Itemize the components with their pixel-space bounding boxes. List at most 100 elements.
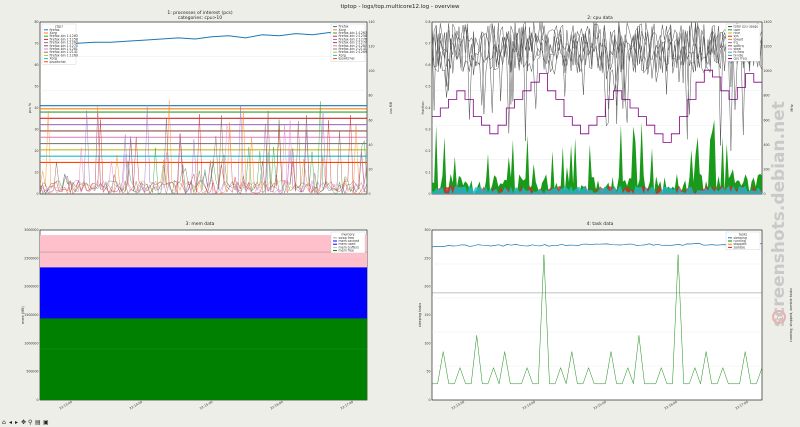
p1-right-legend-label: firefox [339, 25, 349, 29]
p2-left-ytick-label: 0.6 [425, 63, 430, 67]
p2-right-ytick-label: 600 [764, 118, 770, 122]
p4-xtick-label: 22:15:00 [593, 400, 607, 411]
p1-spike-series [39, 101, 368, 195]
p1-left-legend-label: ipswitcher [50, 60, 67, 64]
p3-xtick-label: 22:15:00 [199, 400, 213, 411]
window-title: tiptop - logs/top.multicore12.log - over… [340, 4, 460, 10]
panel-processes: 1: processes of interest (pcs) categorie… [0, 0, 400, 210]
p2-left-ytick-label: 0.3 [425, 128, 430, 132]
p2-total-usage [431, 22, 763, 140]
p1-left-legend-label: firefox-bin 1:1270 [50, 44, 78, 48]
p1-left-legend-label: firefox [50, 28, 60, 32]
p1-left-ytick-label: 0 [36, 192, 38, 196]
p4-xtick-label: 22:14:00 [522, 400, 536, 411]
panel-1-subtitle: categories: cpu>10 [177, 16, 223, 21]
p3-left-ytick-label: 2500000 [24, 256, 38, 260]
p1-top-series [44, 31, 364, 45]
p2-left-ytick-label: 0.7 [425, 42, 430, 46]
p2-ylabel-right: MHz [790, 104, 794, 111]
p4-left-ytick-label: 200 [424, 285, 430, 289]
p1-left-legend-label: firefox-bin 1:1258 [50, 37, 78, 41]
p2-legend-label: irq [734, 41, 738, 45]
p2-left-ytick-label: 0.1 [425, 171, 430, 175]
watermark: screenshots.debian.net [769, 92, 790, 342]
watermark-text: screenshots.debian.net [769, 101, 789, 327]
p1-right-legend-label: firefox-bin 2:1269 [339, 50, 367, 54]
back-icon[interactable]: ◂ [9, 419, 13, 426]
p2-legend-label: iowait [734, 37, 744, 41]
home-icon[interactable]: ⌂ [2, 419, 6, 426]
save-icon[interactable]: ▣ [43, 419, 49, 426]
cpu-chart[interactable]: 0 0.1 0.2 0.3 0.4 0.5 0.6 0.7 0.8 0 200 400 600 800 10… [400, 0, 800, 210]
forward-icon[interactable]: ▸ [15, 419, 19, 426]
p3-xtick-label: 22:17:00 [340, 400, 354, 411]
p2-left-ytick-label: 0.4 [425, 106, 430, 110]
p1-left-ytick-label: 80 [34, 20, 38, 24]
zoom-icon[interactable]: ⚲ [28, 419, 33, 426]
p1-right-ytick-label: 40 [369, 143, 373, 147]
p2-legend-label: nice [734, 31, 741, 35]
panel-cpu: 2: cpu data 0 0.1 0.2 0.3 0.4 0.5 0.6 0.7 0.8 0 20… [400, 0, 800, 210]
p1-right-ytick-label: 140 [369, 20, 375, 24]
mem-chart[interactable]: 0 500000 1000000 1500000 2000000 2500000 30000… [0, 210, 400, 418]
p2-right-ytick-label: 1400 [764, 20, 772, 24]
p4-xtick-label: 22:17:00 [734, 400, 748, 411]
p3-left-ytick-label: 2000000 [24, 285, 38, 289]
plot-area [39, 21, 368, 195]
p2-left-ytick-label: 0.5 [425, 85, 430, 89]
p1-right-ytick-label: 60 [369, 118, 373, 122]
p2-total-usage [431, 22, 763, 136]
p1-spike-series [39, 105, 368, 195]
p2-legend-label: hi-idle [734, 53, 744, 57]
panel-mem: 3: mem data 0 500000 1000000 1500000 2000000… [0, 210, 400, 418]
p2-cpu-freq [432, 69, 762, 143]
p4-legend-label: sleeping [734, 236, 747, 240]
p4-sleeping-line [431, 242, 763, 248]
p4-legend-label: stopped [734, 242, 747, 246]
p1-left-ytick-label: 70 [34, 42, 38, 46]
p1-left-legend-label: Xorg [50, 57, 57, 61]
p1-left-ytick-label: 50 [34, 85, 38, 89]
p1-right-legend-label: firefox-bin 2:1276 [339, 37, 367, 41]
processes-chart[interactable]: 0 10 20 30 40 50 60 70 80 0 20 40 60 80 100 120 140 pcs %… [0, 0, 400, 210]
p2-left-ytick-label: 0.8 [425, 20, 430, 24]
p1-right-legend-label: ipswitcher [339, 57, 356, 61]
p3-legend-label: mem buffers [339, 245, 360, 249]
panel-3-title: 3: mem data [185, 222, 215, 227]
p3-left-ytick-label: 3000000 [24, 228, 38, 232]
p1-right-legend-label: firefox-bin 2:1270 [339, 41, 367, 45]
p4-legend-title: tasks [739, 232, 748, 236]
p4-running-line [432, 254, 763, 385]
p4-left-ytick-label: 250 [424, 256, 430, 260]
p3-legend-label: mem free [339, 249, 355, 253]
p1-ylabel-left: pcs % [28, 102, 32, 113]
p2-legend-label: sys [734, 34, 740, 38]
p1-left-ytick-label: 40 [34, 106, 38, 110]
tasks-chart[interactable]: 0 50 100 150 200 250 300 sleeping tasks running,… [400, 210, 800, 418]
p1-left-legend-box [41, 23, 77, 65]
p1-ylabel-right: vss MB [389, 101, 393, 114]
p3-legend-label: swap free [339, 236, 355, 240]
p3-legend-box [330, 231, 366, 254]
p4-left-ytick-label: 150 [424, 313, 430, 317]
pan-icon[interactable]: ✥ [21, 419, 27, 426]
panel-4-title: 4: task data [586, 222, 614, 227]
p4-left-ytick-label: 50 [426, 370, 430, 374]
p2-right-ytick-label: 1200 [764, 45, 772, 49]
p3-xtick-label: 22:16:00 [269, 400, 283, 411]
p4-legend-label: zombie [734, 245, 746, 249]
p1-left-legend-label: firefox-bin 1:1281 [50, 47, 78, 51]
p4-xtick-label: 22:16:00 [664, 400, 678, 411]
p3-legend-title: memory [341, 232, 354, 236]
p1-left-legend-label: Xorg [50, 31, 57, 35]
p1-left-legend-label: firefox-bin 1:1263 [50, 34, 78, 38]
navigation-toolbar: ⌂ ◂ ▸ ✥ ⚲ ▤ ▣ [0, 418, 800, 427]
p1-left-legend-label: firefox-bin 1:2141 [50, 50, 78, 54]
p4-left-ytick-label: 100 [424, 341, 430, 345]
panel-tasks: 4: task data 0 50 100 150 200 250 300 sleeping … [400, 210, 800, 418]
configure-icon[interactable]: ▤ [35, 419, 41, 426]
p4-ylabel-right: running, stopped, zombie tasks [789, 288, 793, 342]
p1-left-ytick-label: 30 [34, 128, 38, 132]
p1-right-ytick-label: 0 [369, 192, 371, 196]
panel-1-title: 1: processes of interest (pcs) [167, 11, 233, 16]
